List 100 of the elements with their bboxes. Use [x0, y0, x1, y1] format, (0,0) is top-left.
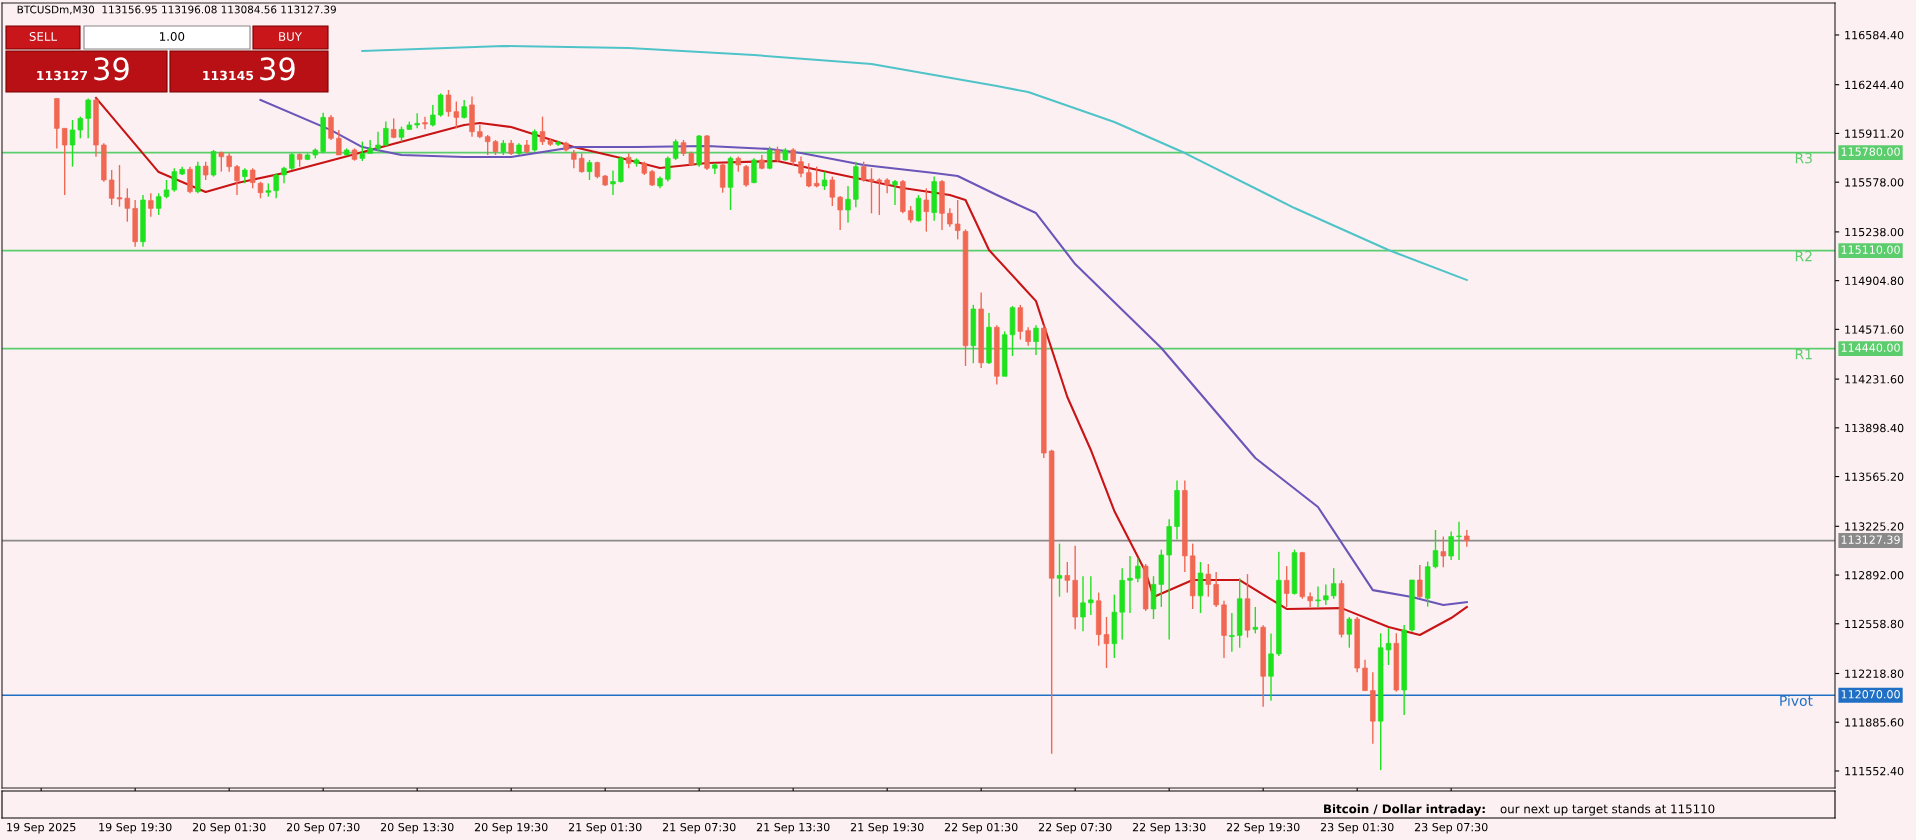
candlestick [531, 128, 538, 153]
candlestick [445, 89, 452, 118]
candlestick [1064, 561, 1071, 594]
y-tick-label: 114231.60 [1845, 375, 1904, 384]
candlestick [1307, 591, 1313, 608]
candlestick [328, 114, 334, 141]
candlestick [610, 169, 616, 196]
x-tick-label: 21 Sep 07:30 [662, 822, 736, 834]
candlestick [1448, 530, 1454, 561]
candlestick [383, 120, 389, 147]
x-tick-label: 21 Sep 19:30 [850, 822, 924, 834]
annotation: 113145 [203, 70, 254, 81]
line-series [94, 96, 1468, 637]
x-tick-label: 21 Sep 01:30 [568, 822, 642, 834]
candlestick [1315, 585, 1321, 608]
candlestick [672, 138, 679, 161]
annotation: 1.00 [160, 32, 185, 41]
candlestick [414, 112, 420, 130]
y-tick-label: 111885.60 [1845, 718, 1904, 727]
annotation: 113127 [37, 70, 88, 81]
candlestick [273, 172, 279, 199]
candlestick [665, 155, 671, 183]
candlestick [845, 185, 851, 224]
candlestick [1025, 326, 1031, 347]
line-series [361, 44, 1468, 282]
x-tick-label: 23 Sep 07:30 [1414, 822, 1488, 834]
y-tick-label: 112558.80 [1845, 619, 1904, 629]
ref-line-label: Pivot [1780, 695, 1813, 707]
y-tick-label: 116244.40 [1845, 80, 1904, 90]
candlestick [719, 162, 726, 194]
y-tick-label: 113225.20 [1845, 522, 1904, 531]
y-tick-label: 116584.40 [1845, 30, 1904, 40]
ref-line-label: R1 [1795, 349, 1812, 360]
text: 115780.00 [1841, 147, 1900, 156]
candlestick [947, 207, 953, 228]
candlestick [249, 167, 256, 190]
x-tick-label: 20 Sep 01:30 [192, 822, 266, 834]
y-tick-label: 115578.00 [1845, 178, 1904, 187]
text: 112070.00 [1841, 690, 1900, 699]
annotation: 39 [260, 57, 295, 81]
candlestick [571, 149, 577, 169]
x-tick-label: 22 Sep 13:30 [1132, 822, 1206, 834]
candlestick [892, 179, 898, 206]
x-tick-label: 22 Sep 07:30 [1038, 822, 1112, 834]
candlestick [1417, 564, 1423, 599]
x-tick-label: 19 Sep 2025 [7, 822, 76, 834]
candlestick [586, 159, 593, 181]
candlestick [1033, 324, 1039, 356]
chart-title: BTCUSDm,M30 113156.95 113196.08 113084.56 113127.39 [17, 5, 336, 15]
text: Bitcoin / Dollar intraday: [1324, 804, 1485, 816]
candlestick [375, 131, 381, 153]
candlestick [171, 167, 178, 193]
candlestick [1252, 606, 1259, 635]
x-tick-label: 23 Sep 01:30 [1320, 822, 1394, 834]
candlestick [1456, 520, 1462, 561]
annotation: BUY [279, 32, 302, 41]
candlestick [202, 161, 209, 181]
candlestick [1080, 575, 1086, 633]
candlestick [1268, 632, 1274, 702]
candlestick [798, 155, 804, 179]
annotation: 39 [94, 57, 129, 81]
candlestick [1464, 529, 1470, 548]
candlestick [1213, 571, 1219, 608]
candlestick [1323, 583, 1329, 606]
candlestick [210, 149, 217, 178]
candlestick [1088, 575, 1094, 616]
candlestick [148, 192, 154, 218]
candlestick [187, 165, 193, 194]
candlestick [1346, 616, 1353, 649]
candlestick [915, 194, 922, 223]
x-tick-label: 20 Sep 07:30 [286, 822, 360, 834]
x-tick-label: 22 Sep 19:30 [1226, 822, 1300, 834]
y-tick-label: 112218.80 [1845, 669, 1904, 678]
candlestick [226, 152, 232, 173]
candlestick [1056, 542, 1063, 598]
candlestick [1205, 563, 1212, 598]
candlestick [1432, 529, 1439, 570]
candlestick [837, 195, 843, 231]
candlestick [234, 164, 240, 196]
text: 113127.39 [1841, 535, 1900, 544]
candlestick [85, 97, 91, 139]
x-tick-label: 20 Sep 19:30 [474, 822, 548, 834]
candlestick [1135, 557, 1141, 584]
y-tick-label: 111552.40 [1845, 766, 1904, 776]
candlestick [163, 179, 170, 199]
candlestick [155, 192, 162, 216]
candlestick [618, 155, 624, 184]
candlestick [1385, 627, 1392, 666]
annotation: SELL [29, 32, 57, 41]
candlestick [743, 164, 749, 188]
candlestick [1330, 567, 1337, 600]
text: 115110.00 [1841, 245, 1900, 254]
candlestick [1197, 561, 1204, 614]
candlestick [1362, 659, 1368, 692]
x-tick-label: 21 Sep 13:30 [756, 822, 830, 834]
candlestick [751, 157, 757, 185]
candlestick [860, 161, 867, 183]
candlestick [1283, 565, 1290, 608]
candlestick [578, 152, 585, 174]
y-tick-label: 113565.20 [1845, 472, 1904, 481]
